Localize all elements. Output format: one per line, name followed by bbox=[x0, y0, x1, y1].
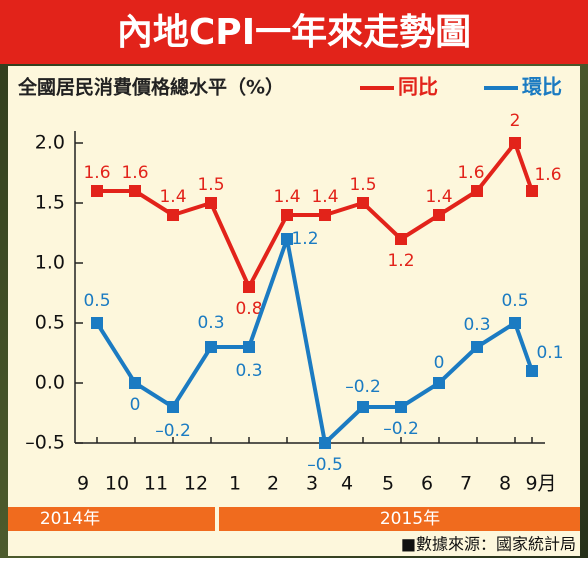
point-marker bbox=[526, 185, 538, 197]
y-tick-label: 0.0 bbox=[35, 372, 65, 394]
point-marker bbox=[91, 185, 103, 197]
x-tick-label: 12 bbox=[184, 473, 208, 495]
point-marker bbox=[433, 209, 445, 221]
data-label: 1.2 bbox=[291, 229, 318, 249]
x-tick-label: 9 bbox=[77, 473, 89, 495]
data-label: 1.6 bbox=[534, 165, 561, 185]
x-tick-label: 3 bbox=[306, 473, 318, 495]
y-tick-label: 1.5 bbox=[35, 192, 65, 214]
point-marker bbox=[471, 185, 483, 197]
point-marker bbox=[129, 185, 141, 197]
x-tick-label: 5 bbox=[382, 473, 394, 495]
data-label: 1.6 bbox=[457, 163, 484, 183]
x-tick-label: 9月 bbox=[525, 473, 556, 495]
y-tick-label: 2.0 bbox=[35, 132, 65, 154]
x-tick-label: 6 bbox=[421, 473, 433, 495]
point-marker bbox=[319, 437, 331, 449]
y-tick-label: –0.5 bbox=[25, 432, 65, 454]
data-label: –0.5 bbox=[307, 455, 343, 475]
x-tick-label: 8 bbox=[499, 473, 511, 495]
point-marker bbox=[167, 209, 179, 221]
data-label: 1.5 bbox=[349, 175, 376, 195]
data-label: 1.4 bbox=[425, 187, 452, 207]
data-label: 0.3 bbox=[197, 313, 224, 333]
data-label: 0 bbox=[130, 395, 141, 415]
year-label: 2014年 bbox=[40, 509, 100, 529]
year-label: 2015年 bbox=[380, 509, 440, 529]
point-marker bbox=[205, 197, 217, 209]
data-label: 0.1 bbox=[536, 343, 563, 363]
point-marker bbox=[167, 401, 179, 413]
point-marker bbox=[509, 137, 521, 149]
data-label: 1.5 bbox=[197, 175, 224, 195]
panel bbox=[8, 66, 580, 556]
y-tick-label: 0.5 bbox=[35, 312, 65, 334]
x-tick-label: 10 bbox=[105, 473, 129, 495]
point-marker bbox=[205, 341, 217, 353]
legend-label: 環比 bbox=[522, 75, 562, 99]
data-label: 1.4 bbox=[159, 187, 186, 207]
x-tick-label: 7 bbox=[460, 473, 472, 495]
source: ■數據來源：國家統計局 bbox=[401, 535, 576, 554]
data-label: 1.4 bbox=[273, 187, 300, 207]
x-tick-label: 2 bbox=[267, 473, 279, 495]
data-label: 1.4 bbox=[311, 187, 338, 207]
data-label: 0.5 bbox=[83, 291, 110, 311]
page: 內地CPI一年來走勢圖 全國居民消費價格總水平（%） 2014年 2015年 ■… bbox=[0, 0, 588, 562]
point-marker bbox=[357, 197, 369, 209]
point-marker bbox=[471, 341, 483, 353]
y-tick-label: 1.0 bbox=[35, 252, 65, 274]
x-tick-label: 4 bbox=[341, 473, 353, 495]
x-tick-label: 1 bbox=[229, 473, 241, 495]
point-marker bbox=[526, 365, 538, 377]
point-marker bbox=[243, 341, 255, 353]
chart-title: 內地CPI一年來走勢圖 bbox=[117, 12, 471, 53]
chart-subtitle: 全國居民消費價格總水平（%） bbox=[17, 76, 284, 99]
data-label: –0.2 bbox=[155, 421, 191, 441]
data-label: –0.2 bbox=[383, 419, 419, 439]
point-marker bbox=[395, 233, 407, 245]
point-marker bbox=[281, 209, 293, 221]
data-label: 1.6 bbox=[121, 163, 148, 183]
data-label: 1.6 bbox=[83, 163, 110, 183]
legend-label: 同比 bbox=[398, 75, 438, 99]
point-marker bbox=[509, 317, 521, 329]
data-label: 0.3 bbox=[463, 315, 490, 335]
point-marker bbox=[91, 317, 103, 329]
data-label: 1.2 bbox=[387, 251, 414, 271]
point-marker bbox=[243, 281, 255, 293]
point-marker bbox=[395, 401, 407, 413]
data-label: 0 bbox=[434, 353, 445, 373]
point-marker bbox=[129, 377, 141, 389]
data-label: 0.5 bbox=[501, 291, 528, 311]
point-marker bbox=[319, 209, 331, 221]
point-marker bbox=[433, 377, 445, 389]
data-label: –0.2 bbox=[345, 377, 381, 397]
data-label: 2 bbox=[510, 111, 521, 131]
data-label: 0.3 bbox=[235, 361, 262, 381]
x-tick-label: 11 bbox=[144, 473, 168, 495]
point-marker bbox=[357, 401, 369, 413]
chart: 內地CPI一年來走勢圖 全國居民消費價格總水平（%） 2014年 2015年 ■… bbox=[0, 0, 588, 558]
